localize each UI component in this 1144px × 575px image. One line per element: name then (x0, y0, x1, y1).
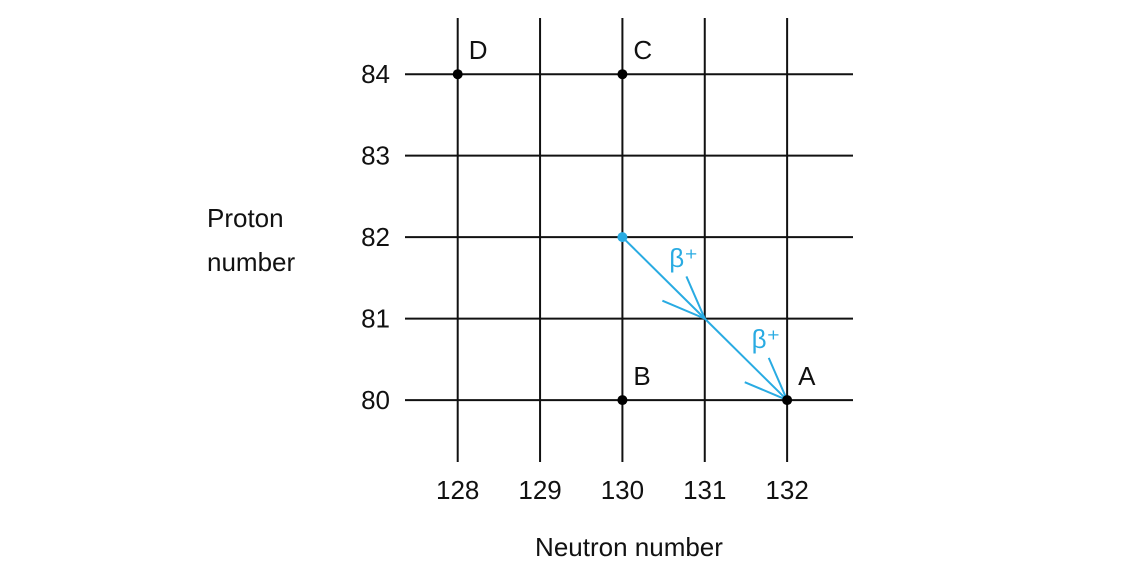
decay-path (621, 236, 788, 401)
point (617, 69, 628, 80)
point-label: D (469, 35, 488, 65)
y-tick-label: 80 (361, 385, 390, 415)
arrow-head (662, 299, 706, 320)
x-tick-label: 129 (518, 475, 561, 505)
arrow-head (685, 276, 706, 320)
point-label: C (633, 35, 652, 65)
x-tick-label: 132 (765, 475, 808, 505)
point-label: A (798, 361, 816, 391)
x-axis-label: Neutron number (535, 532, 723, 562)
point (617, 395, 628, 406)
point (782, 395, 793, 406)
start-point (617, 232, 628, 243)
decay-label: β⁺ (669, 243, 698, 273)
y-tick-label: 81 (361, 303, 390, 333)
x-tick-label: 131 (683, 475, 726, 505)
point (452, 69, 463, 80)
y-tick-label: 82 (361, 222, 390, 252)
point-label: B (633, 361, 650, 391)
decay-label: β⁺ (752, 324, 781, 354)
y-tick-label: 84 (361, 59, 390, 89)
arrow-head (767, 357, 789, 401)
y-tick-label: 83 (361, 141, 390, 171)
x-tick-label: 128 (436, 475, 479, 505)
y-axis-label: Proton number (207, 203, 296, 277)
x-tick-label: 130 (601, 475, 644, 505)
arrow-head (744, 381, 788, 402)
